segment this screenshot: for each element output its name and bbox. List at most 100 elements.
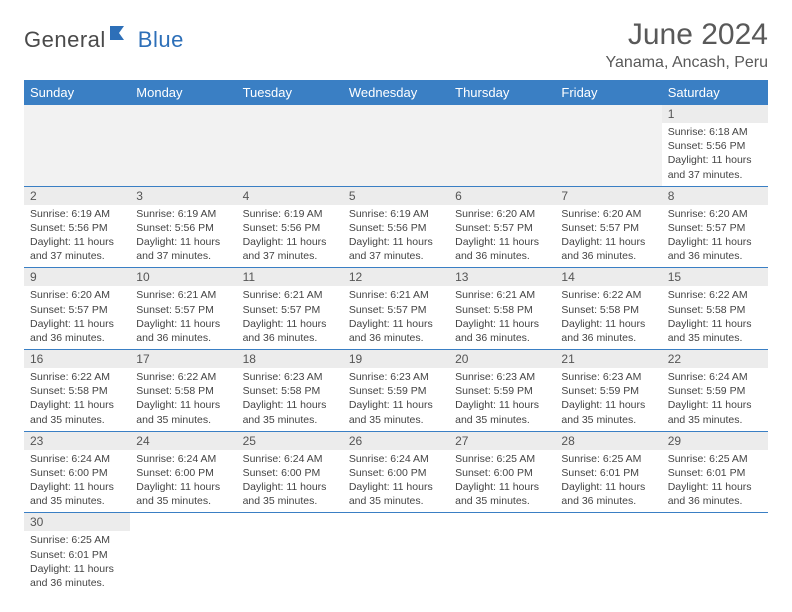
day-number: 2 bbox=[24, 187, 130, 205]
day-content: Sunrise: 6:19 AMSunset: 5:56 PMDaylight:… bbox=[343, 205, 449, 268]
day-number: 16 bbox=[24, 350, 130, 368]
day-number: 11 bbox=[237, 268, 343, 286]
flag-icon bbox=[110, 24, 136, 47]
day-number: 12 bbox=[343, 268, 449, 286]
calendar-table: SundayMondayTuesdayWednesdayThursdayFrid… bbox=[24, 80, 768, 594]
day-number: 1 bbox=[662, 105, 768, 123]
day-content: Sunrise: 6:24 AMSunset: 5:59 PMDaylight:… bbox=[662, 368, 768, 431]
calendar-cell: 5Sunrise: 6:19 AMSunset: 5:56 PMDaylight… bbox=[343, 186, 449, 268]
day-number: 22 bbox=[662, 350, 768, 368]
day-number: 5 bbox=[343, 187, 449, 205]
calendar-cell: 2Sunrise: 6:19 AMSunset: 5:56 PMDaylight… bbox=[24, 186, 130, 268]
calendar-cell: 15Sunrise: 6:22 AMSunset: 5:58 PMDayligh… bbox=[662, 268, 768, 350]
title-block: June 2024 Yanama, Ancash, Peru bbox=[606, 18, 768, 72]
calendar-cell bbox=[555, 513, 661, 594]
day-content: Sunrise: 6:23 AMSunset: 5:59 PMDaylight:… bbox=[343, 368, 449, 431]
calendar-cell bbox=[237, 105, 343, 186]
logo: General Blue bbox=[24, 24, 184, 55]
calendar-cell: 30Sunrise: 6:25 AMSunset: 6:01 PMDayligh… bbox=[24, 513, 130, 594]
day-content: Sunrise: 6:21 AMSunset: 5:58 PMDaylight:… bbox=[449, 286, 555, 349]
day-number: 19 bbox=[343, 350, 449, 368]
weekday-header: Sunday bbox=[24, 80, 130, 105]
day-content: Sunrise: 6:19 AMSunset: 5:56 PMDaylight:… bbox=[24, 205, 130, 268]
calendar-cell: 6Sunrise: 6:20 AMSunset: 5:57 PMDaylight… bbox=[449, 186, 555, 268]
day-content: Sunrise: 6:25 AMSunset: 6:01 PMDaylight:… bbox=[555, 450, 661, 513]
day-number: 7 bbox=[555, 187, 661, 205]
day-number: 21 bbox=[555, 350, 661, 368]
day-number: 29 bbox=[662, 432, 768, 450]
calendar-cell: 1Sunrise: 6:18 AMSunset: 5:56 PMDaylight… bbox=[662, 105, 768, 186]
calendar-cell: 24Sunrise: 6:24 AMSunset: 6:00 PMDayligh… bbox=[130, 431, 236, 513]
day-content: Sunrise: 6:22 AMSunset: 5:58 PMDaylight:… bbox=[24, 368, 130, 431]
weekday-header: Thursday bbox=[449, 80, 555, 105]
logo-text-general: General bbox=[24, 27, 106, 53]
calendar-cell: 27Sunrise: 6:25 AMSunset: 6:00 PMDayligh… bbox=[449, 431, 555, 513]
calendar-cell: 13Sunrise: 6:21 AMSunset: 5:58 PMDayligh… bbox=[449, 268, 555, 350]
location: Yanama, Ancash, Peru bbox=[606, 54, 768, 72]
calendar-cell bbox=[130, 105, 236, 186]
calendar-cell bbox=[130, 513, 236, 594]
day-content: Sunrise: 6:18 AMSunset: 5:56 PMDaylight:… bbox=[662, 123, 768, 186]
day-content: Sunrise: 6:23 AMSunset: 5:59 PMDaylight:… bbox=[449, 368, 555, 431]
day-content: Sunrise: 6:24 AMSunset: 6:00 PMDaylight:… bbox=[237, 450, 343, 513]
calendar-body: 1Sunrise: 6:18 AMSunset: 5:56 PMDaylight… bbox=[24, 105, 768, 594]
calendar-cell bbox=[449, 105, 555, 186]
calendar-cell: 16Sunrise: 6:22 AMSunset: 5:58 PMDayligh… bbox=[24, 350, 130, 432]
day-content: Sunrise: 6:20 AMSunset: 5:57 PMDaylight:… bbox=[24, 286, 130, 349]
weekday-header: Tuesday bbox=[237, 80, 343, 105]
day-content: Sunrise: 6:25 AMSunset: 6:00 PMDaylight:… bbox=[449, 450, 555, 513]
calendar-cell bbox=[24, 105, 130, 186]
day-number: 27 bbox=[449, 432, 555, 450]
calendar-cell: 22Sunrise: 6:24 AMSunset: 5:59 PMDayligh… bbox=[662, 350, 768, 432]
day-number: 24 bbox=[130, 432, 236, 450]
day-content: Sunrise: 6:19 AMSunset: 5:56 PMDaylight:… bbox=[130, 205, 236, 268]
weekday-header: Saturday bbox=[662, 80, 768, 105]
day-content: Sunrise: 6:20 AMSunset: 5:57 PMDaylight:… bbox=[449, 205, 555, 268]
weekday-header: Monday bbox=[130, 80, 236, 105]
day-content: Sunrise: 6:22 AMSunset: 5:58 PMDaylight:… bbox=[130, 368, 236, 431]
calendar-cell: 7Sunrise: 6:20 AMSunset: 5:57 PMDaylight… bbox=[555, 186, 661, 268]
logo-text-blue: Blue bbox=[138, 27, 184, 53]
calendar-cell bbox=[237, 513, 343, 594]
day-content: Sunrise: 6:21 AMSunset: 5:57 PMDaylight:… bbox=[237, 286, 343, 349]
calendar-cell: 29Sunrise: 6:25 AMSunset: 6:01 PMDayligh… bbox=[662, 431, 768, 513]
calendar-cell: 20Sunrise: 6:23 AMSunset: 5:59 PMDayligh… bbox=[449, 350, 555, 432]
day-content: Sunrise: 6:25 AMSunset: 6:01 PMDaylight:… bbox=[662, 450, 768, 513]
month-title: June 2024 bbox=[606, 18, 768, 52]
calendar-cell: 28Sunrise: 6:25 AMSunset: 6:01 PMDayligh… bbox=[555, 431, 661, 513]
day-number: 6 bbox=[449, 187, 555, 205]
day-content: Sunrise: 6:19 AMSunset: 5:56 PMDaylight:… bbox=[237, 205, 343, 268]
calendar-cell bbox=[343, 513, 449, 594]
day-number: 26 bbox=[343, 432, 449, 450]
day-number: 25 bbox=[237, 432, 343, 450]
day-number: 14 bbox=[555, 268, 661, 286]
day-number: 9 bbox=[24, 268, 130, 286]
day-number: 20 bbox=[449, 350, 555, 368]
day-number: 10 bbox=[130, 268, 236, 286]
calendar-cell bbox=[449, 513, 555, 594]
calendar-cell: 11Sunrise: 6:21 AMSunset: 5:57 PMDayligh… bbox=[237, 268, 343, 350]
calendar-head: SundayMondayTuesdayWednesdayThursdayFrid… bbox=[24, 80, 768, 105]
calendar-cell bbox=[555, 105, 661, 186]
calendar-cell: 8Sunrise: 6:20 AMSunset: 5:57 PMDaylight… bbox=[662, 186, 768, 268]
calendar-cell: 10Sunrise: 6:21 AMSunset: 5:57 PMDayligh… bbox=[130, 268, 236, 350]
day-number: 17 bbox=[130, 350, 236, 368]
day-number: 8 bbox=[662, 187, 768, 205]
calendar-cell: 26Sunrise: 6:24 AMSunset: 6:00 PMDayligh… bbox=[343, 431, 449, 513]
weekday-header: Wednesday bbox=[343, 80, 449, 105]
day-content: Sunrise: 6:23 AMSunset: 5:59 PMDaylight:… bbox=[555, 368, 661, 431]
day-content: Sunrise: 6:22 AMSunset: 5:58 PMDaylight:… bbox=[662, 286, 768, 349]
day-number: 23 bbox=[24, 432, 130, 450]
day-content: Sunrise: 6:22 AMSunset: 5:58 PMDaylight:… bbox=[555, 286, 661, 349]
calendar-cell: 17Sunrise: 6:22 AMSunset: 5:58 PMDayligh… bbox=[130, 350, 236, 432]
calendar-cell: 9Sunrise: 6:20 AMSunset: 5:57 PMDaylight… bbox=[24, 268, 130, 350]
calendar-cell: 25Sunrise: 6:24 AMSunset: 6:00 PMDayligh… bbox=[237, 431, 343, 513]
day-number: 30 bbox=[24, 513, 130, 531]
calendar-cell: 3Sunrise: 6:19 AMSunset: 5:56 PMDaylight… bbox=[130, 186, 236, 268]
header: General Blue June 2024 Yanama, Ancash, P… bbox=[24, 18, 768, 72]
calendar-cell: 4Sunrise: 6:19 AMSunset: 5:56 PMDaylight… bbox=[237, 186, 343, 268]
day-number: 28 bbox=[555, 432, 661, 450]
weekday-header: Friday bbox=[555, 80, 661, 105]
day-number: 13 bbox=[449, 268, 555, 286]
calendar-cell: 19Sunrise: 6:23 AMSunset: 5:59 PMDayligh… bbox=[343, 350, 449, 432]
